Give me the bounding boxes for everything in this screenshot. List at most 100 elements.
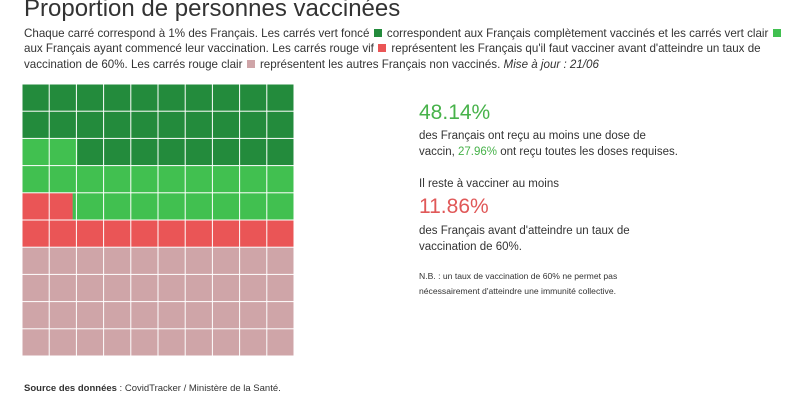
waffle-cell: [22, 301, 50, 329]
waffle-cell: [266, 138, 294, 166]
waffle-cell: [212, 192, 240, 220]
waffle-cell: [76, 111, 104, 139]
remaining-label: Il reste à vacciner au moins: [419, 178, 559, 190]
waffle-grid-line: [22, 219, 294, 221]
waffle-cell: [185, 274, 213, 302]
intro-text-1: Chaque carré correspond à 1% des Françai…: [24, 27, 370, 40]
waffle-cell: [266, 247, 294, 275]
waffle-cell: [266, 84, 294, 112]
red-swatch: [378, 44, 387, 53]
waffle-cell: [239, 192, 267, 220]
one-dose-percentage: 48.14%: [419, 101, 491, 124]
waffle-grid-line: [22, 246, 294, 248]
waffle-cell: [49, 192, 73, 220]
light-green-swatch: [772, 29, 781, 37]
waffle-cell: [103, 192, 131, 220]
waffle-cell: [158, 165, 186, 193]
waffle-cell: [130, 165, 158, 193]
remaining-percentage: 11.86%: [419, 195, 489, 218]
waffle-cell: [185, 301, 213, 329]
waffle-cell: [158, 328, 186, 356]
waffle-cell: [103, 138, 131, 166]
waffle-cell: [76, 84, 104, 112]
remaining-description: des Français avant d'atteindre un taux d…: [419, 225, 630, 253]
waffle-cell: [212, 165, 240, 193]
waffle-cell: [130, 84, 158, 112]
waffle-cell: [212, 274, 240, 302]
waffle-cell: [239, 247, 267, 275]
waffle-cell: [185, 247, 213, 275]
waffle-cell: [130, 328, 158, 356]
waffle-cell: [266, 165, 294, 193]
waffle-cell: [103, 111, 131, 139]
waffle-cell: [76, 165, 104, 193]
waffle-cell: [103, 165, 131, 193]
waffle-cell: [212, 111, 240, 139]
waffle-cell: [76, 301, 104, 329]
fully-vaccinated-percentage: 27.96%: [458, 146, 498, 158]
waffle-grid-line: [22, 355, 294, 356]
waffle-cell: [158, 301, 186, 329]
waffle-cell: [49, 247, 77, 275]
waffle-cell: [76, 274, 104, 302]
waffle-cell: [22, 247, 50, 275]
note-line-1: N.B. : un taux de vaccination de 60% ne …: [419, 271, 618, 281]
note-line-2: nécessairement d'atteindre une immunité …: [419, 286, 617, 296]
waffle-cell: [185, 220, 213, 248]
waffle-chart: [22, 84, 294, 356]
waffle-cell: [22, 84, 50, 112]
waffle-cell: [76, 328, 104, 356]
waffle-grid-line: [22, 137, 294, 139]
waffle-cell: [103, 328, 131, 356]
note: N.B. : un taux de vaccination de 60% ne …: [419, 269, 679, 299]
waffle-grid-line: [22, 84, 294, 85]
intro-text-5: représentent les autres Français non vac…: [259, 57, 501, 71]
waffle-cell: [212, 328, 240, 356]
waffle-cell: [76, 220, 104, 248]
waffle-cell: [158, 84, 186, 112]
waffle-grid-line: [22, 165, 294, 167]
intro-text-2: correspondent aux Français complètement …: [386, 27, 769, 40]
waffle-cell: [239, 111, 267, 139]
waffle-cell: [212, 247, 240, 275]
waffle-cell: [130, 220, 158, 248]
waffle-grid-line: [22, 301, 294, 303]
waffle-cell: [158, 220, 186, 248]
waffle-cell: [22, 220, 50, 248]
waffle-cell: [103, 84, 131, 112]
waffle-cell: [76, 192, 104, 220]
waffle-cell: [239, 138, 267, 166]
waffle-cell: [185, 84, 213, 112]
waffle-cell: [185, 138, 213, 166]
waffle-cell: [49, 111, 77, 139]
waffle-cell: [239, 84, 267, 112]
waffle-cell: [49, 84, 77, 112]
waffle-cell: [103, 274, 131, 302]
waffle-cell: [72, 192, 77, 220]
waffle-cell: [22, 111, 50, 139]
waffle-cell: [130, 138, 158, 166]
waffle-cell: [266, 220, 294, 248]
waffle-cell: [22, 328, 50, 356]
waffle-cell: [49, 328, 77, 356]
waffle-cell: [49, 301, 77, 329]
dark-green-swatch: [373, 29, 382, 37]
waffle-cell: [185, 165, 213, 193]
waffle-cell: [158, 247, 186, 275]
waffle-cell: [158, 192, 186, 220]
waffle-cell: [266, 192, 294, 220]
stats-panel: 48.14% des Français ont reçu au moins un…: [419, 100, 679, 299]
waffle-cell: [212, 301, 240, 329]
waffle-cell: [185, 192, 213, 220]
waffle-grid-line: [22, 328, 294, 330]
waffle-cell: [158, 111, 186, 139]
waffle-cell: [239, 220, 267, 248]
waffle-cell: [22, 192, 50, 220]
waffle-cell: [212, 84, 240, 112]
waffle-cell: [49, 220, 77, 248]
waffle-cell: [212, 220, 240, 248]
waffle-cell: [185, 328, 213, 356]
waffle-cell: [158, 274, 186, 302]
waffle-cell: [130, 192, 158, 220]
source-text: : CovidTracker / Ministère de la Santé.: [116, 383, 281, 394]
